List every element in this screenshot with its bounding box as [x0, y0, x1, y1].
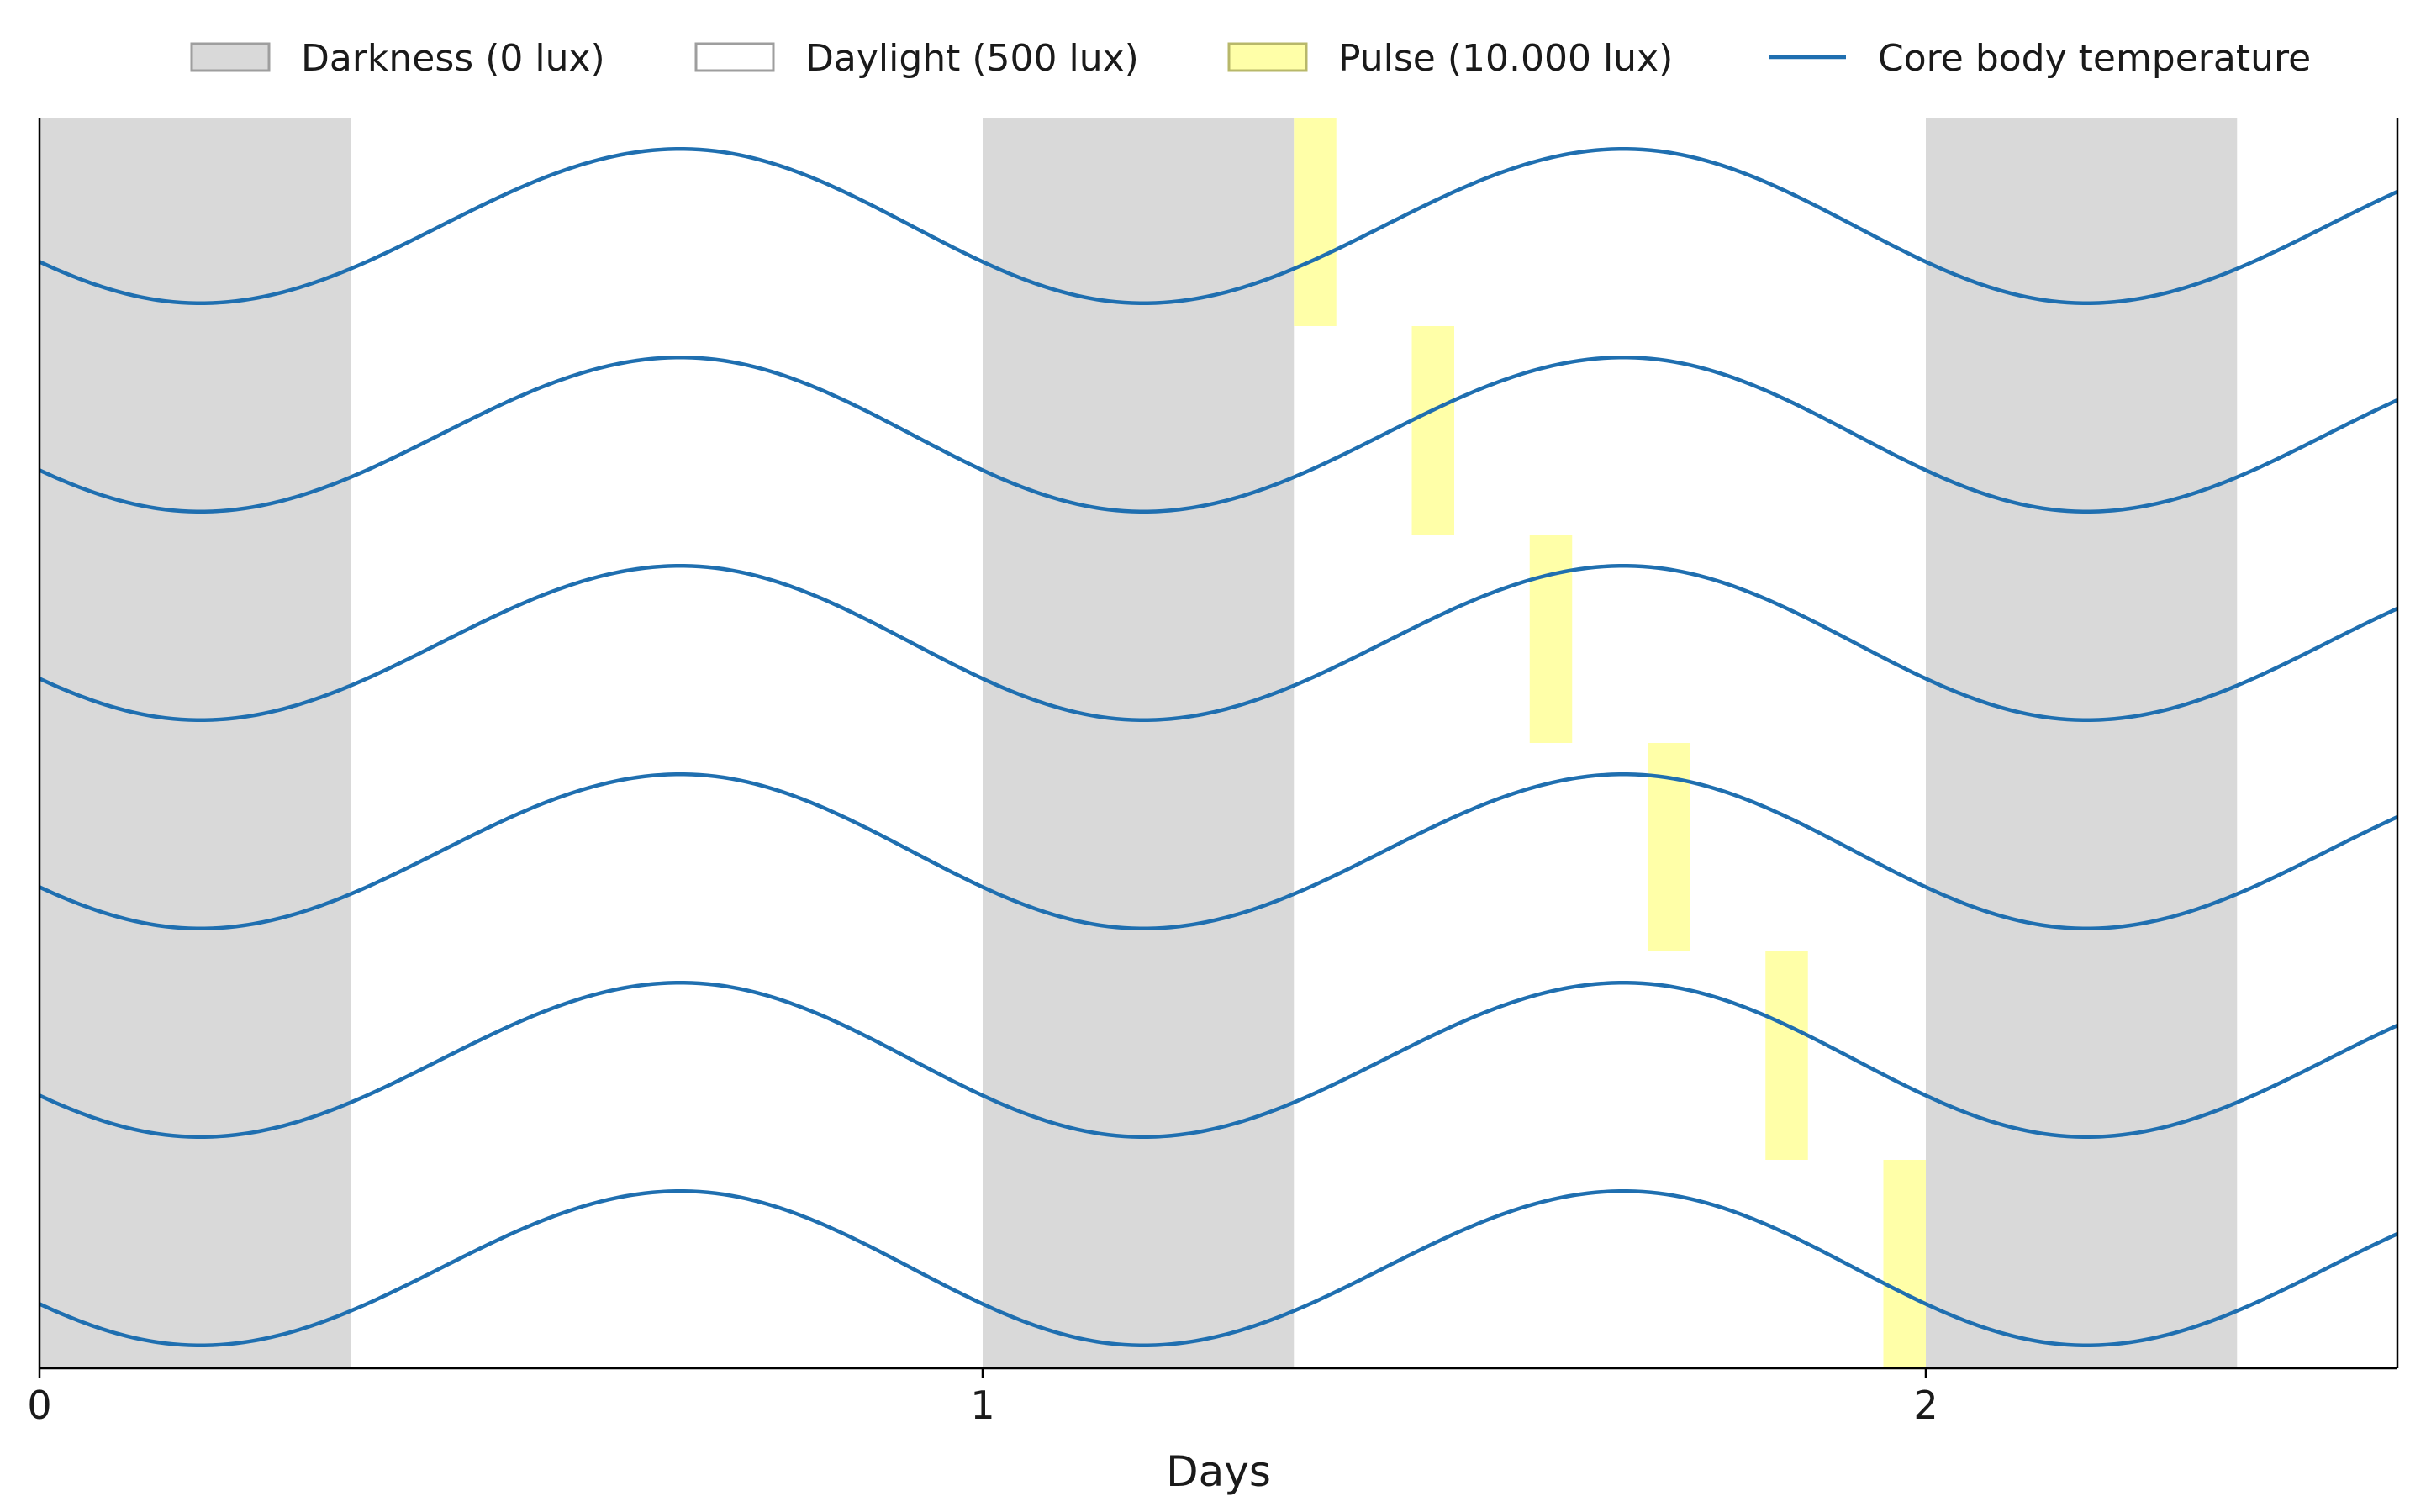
pulse-row-6	[1883, 1160, 1926, 1368]
legend: Darkness (0 lux) Daylight (500 lux) Pulse …	[190, 37, 2311, 80]
legend-swatch-3	[1227, 42, 1308, 72]
temperature-line-row-1	[39, 146, 2398, 306]
legend-label-1: Darkness (0 lux)	[301, 37, 605, 80]
x-tick-label-0: 0	[27, 1383, 51, 1428]
darkness-band-1	[40, 118, 351, 1368]
legend-swatch-2	[694, 42, 775, 72]
temperature-line-row-4	[39, 772, 2398, 931]
pulse-row-3	[1529, 535, 1573, 743]
temperature-line-row-5	[39, 980, 2398, 1140]
legend-label-3: Pulse (10.000 lux)	[1338, 37, 1673, 80]
temperature-line-row-6	[39, 1188, 2398, 1348]
legend-label-4: Core body temperature	[1878, 37, 2311, 80]
darkness-band-2	[983, 118, 1295, 1368]
legend-swatch-1	[190, 42, 271, 72]
darkness-band-3	[1926, 118, 2238, 1368]
pulse-row-5	[1765, 951, 1808, 1160]
x-axis-label: Days	[1166, 1447, 1271, 1496]
light-pulses	[1294, 118, 1926, 1368]
x-tick-label-2: 2	[1913, 1383, 1938, 1428]
temperature-curves	[39, 146, 2398, 1348]
darkness-bands	[40, 118, 2238, 1368]
pulse-row-1	[1294, 118, 1337, 326]
x-tick-label-1: 1	[970, 1383, 994, 1428]
pulse-row-2	[1411, 326, 1454, 535]
axes	[38, 118, 2399, 1370]
legend-label-2: Daylight (500 lux)	[805, 37, 1139, 80]
temperature-line-row-3	[39, 563, 2398, 723]
temperature-line-row-2	[39, 355, 2398, 514]
x-ticks: 0 1 2	[27, 1368, 1938, 1428]
